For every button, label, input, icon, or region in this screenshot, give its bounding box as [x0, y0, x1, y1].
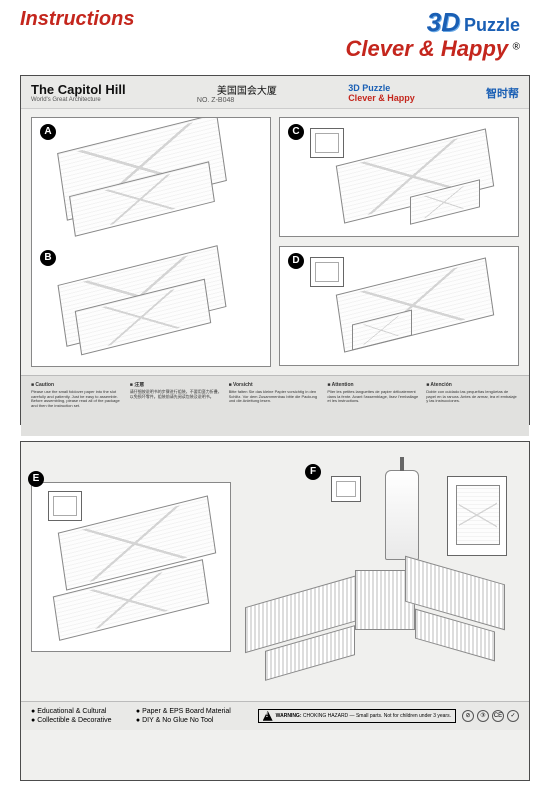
sheet1-panels: A B C D [21, 109, 529, 375]
caution-es: ■ AtenciónDoble con cuidado las pequeñas… [426, 382, 519, 428]
cert-icon: ✓ [507, 710, 519, 722]
mini-brand-bottom: Clever & Happy [348, 93, 415, 103]
product-title: The Capitol Hill [31, 82, 126, 97]
instruction-sheet-1: The Capitol Hill World's Great Architect… [20, 75, 530, 425]
warning-box: WARNING: CHOKING HAZARD — Small parts. N… [258, 709, 456, 723]
final-assembly-diagram: F [235, 470, 515, 690]
panel-ab: A B [31, 117, 271, 367]
dome-detail-inset [447, 476, 507, 556]
panel-c: C [279, 117, 519, 237]
cn-logo: 智时帮 [486, 85, 519, 101]
detail-inset-icon [310, 128, 344, 158]
mini-brand-top: 3D Puzzle [348, 83, 390, 93]
cert-icon: CE [492, 710, 504, 722]
brand-3d-text: 3D [427, 8, 460, 37]
step-badge-a: A [40, 124, 56, 140]
step-badge-d: D [288, 253, 304, 269]
detail-inset-icon [310, 257, 344, 287]
caution-fr: ■ AttentionPlier les petites languettes … [327, 382, 420, 428]
panel-d: D [279, 246, 519, 366]
caution-de: ■ VorsichtBitte falten Sie das kleine Pa… [229, 382, 322, 428]
sheet1-header: The Capitol Hill World's Great Architect… [21, 76, 529, 109]
registered-mark: ® [513, 41, 520, 52]
warning-body: CHOKING HAZARD — Small parts. Not for ch… [303, 713, 451, 719]
feature-bullets: Educational & Cultural Paper & EPS Board… [31, 708, 231, 724]
instructions-title: Instructions [20, 8, 134, 31]
bullet-4: DIY & No Glue No Tool [136, 717, 231, 724]
product-subtitle: World's Great Architecture [31, 97, 126, 103]
certification-icons: ⊘ ③ CE ✓ [462, 710, 519, 722]
brand-name: Clever & Happy [346, 36, 509, 61]
page-header: Instructions 3D Puzzle Clever & Happy ® [0, 0, 550, 65]
caution-en: ■ CautionPlease use the small foldover p… [31, 382, 124, 428]
product-title-cn: 美国国会大厦 [217, 82, 277, 97]
brand-puzzle-text: Puzzle [464, 16, 520, 36]
instruction-sheet-2: E F Educational & Cultural Paper & EPS B… [20, 441, 530, 781]
step-badge-e: E [28, 471, 44, 487]
step-badge-c: C [288, 124, 304, 140]
step-badge-f: F [305, 464, 321, 480]
cert-icon: ⊘ [462, 710, 474, 722]
detail-inset-icon [48, 491, 82, 521]
warning-triangle-icon [263, 711, 273, 721]
cert-icon: ③ [477, 710, 489, 722]
mini-brand: 3D Puzzle Clever & Happy [348, 83, 415, 103]
bullet-2: Paper & EPS Board Material [136, 708, 231, 715]
caution-strip: ■ CautionPlease use the small foldover p… [21, 375, 529, 436]
dome-parts-icon [456, 485, 500, 545]
caution-cn: ■ 注意请仔细按说明书的步骤进行组装，不要用蛮力折叠，以免损坏零件。组装前请先阅… [130, 382, 223, 428]
brand-block: 3D Puzzle Clever & Happy ® [346, 8, 520, 61]
model-number: NO. Z-B048 [197, 97, 277, 104]
panel-e: E [31, 482, 231, 652]
bullet-3: Collectible & Decorative [31, 717, 126, 724]
bullet-1: Educational & Cultural [31, 708, 126, 715]
step-badge-b: B [40, 250, 56, 266]
capitol-dome-icon [385, 470, 419, 560]
sheet2-footer: Educational & Cultural Paper & EPS Board… [21, 701, 529, 730]
detail-inset-icon [331, 476, 361, 502]
warning-title: WARNING: [276, 713, 302, 719]
